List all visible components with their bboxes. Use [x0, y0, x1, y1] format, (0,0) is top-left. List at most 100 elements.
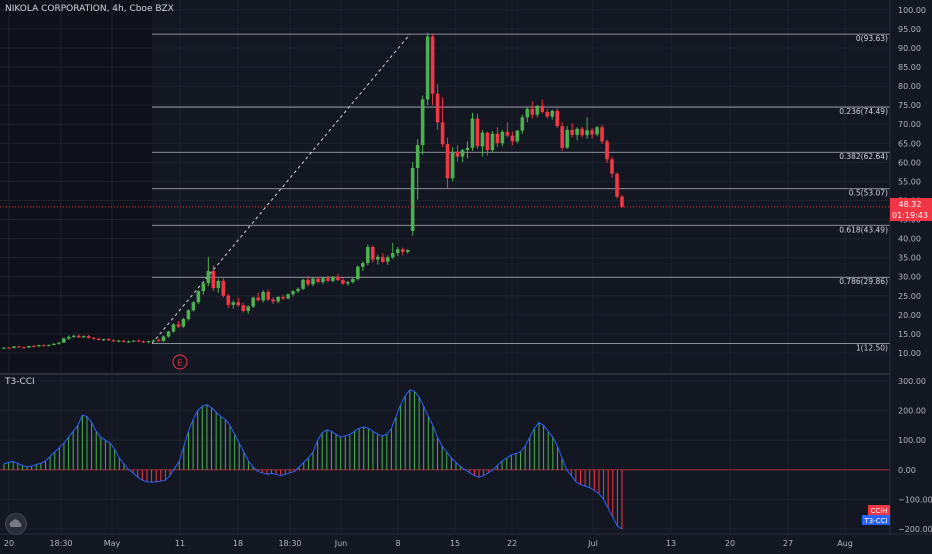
indicator-tick-label: −100.00	[898, 495, 932, 504]
candle-body	[480, 132, 485, 147]
candle-body	[201, 283, 206, 292]
indicator-name[interactable]: T3-CCI	[5, 377, 35, 387]
earnings-marker[interactable]: E	[172, 354, 188, 370]
price-tick-label: 100.00	[898, 6, 926, 15]
candle-body	[495, 133, 500, 144]
candle-body	[490, 133, 495, 151]
time-tick-label: 18	[233, 539, 243, 548]
candle-body	[530, 108, 535, 115]
time-tick-label: 18:30	[49, 539, 72, 548]
tradingview-logo-icon[interactable]	[5, 513, 27, 535]
candle-body	[111, 340, 116, 342]
candle-body	[12, 346, 16, 348]
candle-body	[465, 147, 470, 151]
candle-body	[405, 250, 410, 252]
candle-body	[37, 345, 41, 347]
price-tick-label: 75.00	[898, 101, 921, 110]
candle-body	[580, 128, 584, 136]
price-tick-label: 25.00	[898, 292, 921, 301]
candle-body	[470, 118, 475, 148]
candle-body	[171, 324, 176, 332]
price-tick-label: 40.00	[898, 235, 921, 244]
candle-body	[395, 249, 400, 254]
bar-countdown: 01:19:43	[892, 211, 928, 220]
candle-body	[231, 302, 236, 305]
price-tick-label: 15.00	[898, 330, 921, 339]
candle-body	[385, 257, 390, 262]
candle-body	[460, 150, 465, 157]
candle-body	[251, 297, 255, 307]
candle-body	[131, 340, 136, 342]
candle-body	[296, 288, 300, 292]
time-tick-label: 27	[783, 539, 793, 548]
time-tick-label: 13	[666, 539, 676, 548]
candle-body	[605, 141, 609, 160]
symbol-title[interactable]: NIKOLA CORPORATION, 4h, Cboe BZX	[5, 4, 174, 14]
candle-body	[7, 347, 11, 349]
candle-body	[246, 306, 251, 311]
candle-body	[455, 151, 460, 157]
fib-level-label: 1(12.50)	[856, 343, 888, 352]
candle-body	[316, 278, 320, 283]
candle-body	[351, 278, 355, 283]
candle-body	[161, 336, 166, 342]
candle-body	[500, 131, 505, 144]
candle-body	[47, 344, 51, 346]
time-tick-label: Jul	[587, 539, 598, 548]
candle-body	[141, 341, 146, 343]
candle-body	[126, 341, 131, 343]
cloud-icon	[9, 519, 22, 527]
candle-body	[276, 296, 280, 302]
axes[interactable]: 100.0095.0090.0085.0080.0075.0070.0065.0…	[4, 6, 932, 548]
candle-body	[450, 151, 455, 179]
last-price-badge: 48.32 01:19:43	[890, 198, 932, 221]
trend-line[interactable]	[151, 33, 411, 344]
candle-body	[241, 305, 246, 311]
candle-body	[366, 246, 370, 263]
candle-body	[565, 129, 569, 148]
candle-body	[505, 131, 510, 136]
candle-body	[286, 294, 290, 299]
candle-body	[186, 310, 191, 320]
time-tick-label: May	[104, 539, 121, 548]
candle-body	[445, 144, 450, 179]
time-tick-label: 20	[725, 539, 735, 548]
candle-body	[535, 105, 540, 115]
fib-level-label: 0.236(74.49)	[839, 107, 888, 116]
candle-body	[615, 173, 619, 197]
candle-body	[560, 126, 564, 148]
candle-body	[76, 335, 81, 338]
price-tick-label: 60.00	[898, 158, 921, 167]
last-price-value: 48.32	[899, 200, 922, 209]
candle-body	[550, 110, 555, 117]
time-tick-label: 18:30	[278, 539, 301, 548]
badge-ccih: CCIH	[870, 507, 887, 515]
candle-body	[356, 266, 360, 279]
earnings-marker-label: E	[177, 359, 182, 368]
t3-cci-line	[3, 389, 623, 530]
candle-body	[2, 347, 6, 349]
indicator-tick-label: −200.00	[898, 525, 932, 534]
candle-body	[216, 280, 221, 289]
grid	[0, 0, 890, 534]
candlestick-series	[2, 32, 624, 350]
time-tick-label: 22	[507, 539, 517, 548]
fibonacci-retracement[interactable]: 0(93.63) 0.236(74.49) 0.382(62.64) 0.5(53.0…	[152, 33, 890, 352]
candle-body	[520, 117, 525, 131]
candle-body	[166, 331, 171, 337]
fib-level-label: 0(93.63)	[856, 34, 888, 43]
candle-body	[42, 345, 46, 347]
candle-body	[585, 130, 589, 136]
candle-body	[271, 299, 275, 302]
candle-body	[32, 346, 36, 348]
badge-t3-cci: T3-CCI	[863, 517, 887, 525]
candle-body	[475, 118, 480, 147]
time-tick-label: 8	[395, 539, 400, 548]
candle-body	[545, 111, 550, 117]
time-tick-label: Jun	[334, 539, 348, 548]
fib-level-label: 0.382(62.64)	[839, 152, 888, 161]
candle-body	[510, 135, 515, 142]
